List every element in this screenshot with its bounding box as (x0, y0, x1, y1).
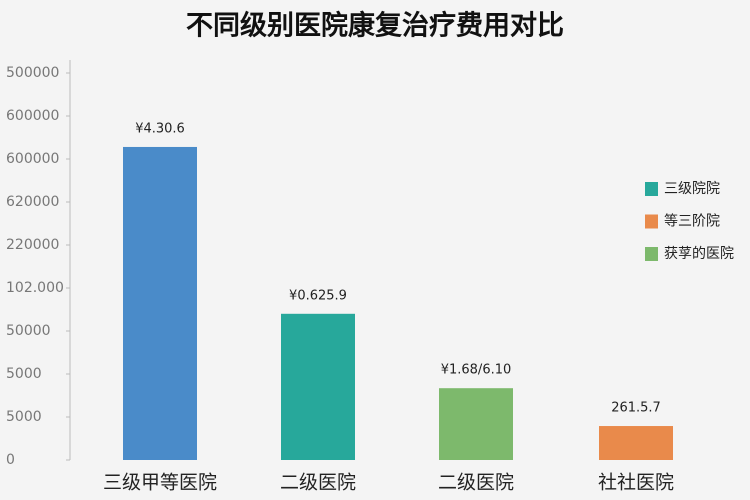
y-tick-label: 620000 (6, 194, 59, 210)
chart-title: 不同级别医院康复治疗费用对比 (186, 10, 564, 42)
y-tick-label: 102.000 (6, 280, 64, 296)
y-tick-label: 220000 (6, 237, 59, 253)
value-label: ¥1.68/6.10 (441, 363, 512, 378)
x-tick-label: 三级甲等医院 (103, 472, 217, 494)
bar (599, 426, 673, 460)
y-tick-label: 600000 (6, 151, 59, 167)
y-tick-label: 50000 (6, 323, 51, 339)
legend-swatch (645, 247, 658, 261)
y-tick-label: 600000 (6, 108, 59, 124)
x-tick-label: 二级医院 (438, 472, 514, 494)
value-label: 261.5.7 (611, 401, 661, 416)
legend-label: 获莩的医院 (664, 246, 734, 262)
legend-label: 三级院院 (664, 181, 720, 197)
y-tick-label: 5000 (6, 366, 42, 382)
value-label: ¥0.625.9 (289, 288, 347, 303)
x-tick-label: 社社医院 (598, 472, 674, 494)
value-label: ¥4.30.6 (135, 121, 185, 136)
y-tick-label: 0 (6, 452, 15, 468)
bar (123, 146, 197, 460)
y-tick-label: 500000 (6, 65, 59, 81)
legend-label: 等三阶院 (664, 213, 720, 230)
legend-swatch (645, 214, 658, 229)
y-tick-label: 5000 (6, 409, 42, 425)
legend-swatch (645, 182, 658, 196)
bar (439, 388, 513, 460)
x-tick-label: 二级医院 (280, 472, 356, 494)
bar (281, 313, 355, 460)
